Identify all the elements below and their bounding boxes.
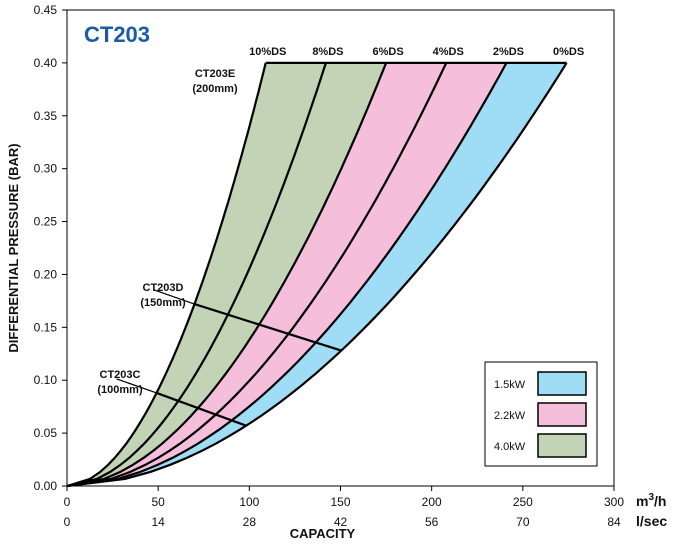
band-2-2kW <box>67 62 507 487</box>
legend: 1.5kW 2.2kW 4.0kW <box>484 361 598 467</box>
chart-title: CT203 <box>84 22 150 47</box>
x2-unit-label: l/sec <box>636 513 667 529</box>
bands-layer <box>67 62 567 487</box>
curve-label: 2%DS <box>493 46 524 58</box>
curve-label: 10%DS <box>249 46 286 58</box>
legend-label: 1.5kW <box>494 379 526 391</box>
y-tick-label: 0.15 <box>34 320 58 334</box>
model-lines-layer <box>116 61 567 427</box>
axes-layer: 0.00 0.05 0.10 0.15 0.20 0.25 0.30 0.35 0.40 0.45… <box>34 3 625 529</box>
x2-tick-label: 28 <box>243 515 257 529</box>
x2-tick-label: 56 <box>425 515 439 529</box>
model-size-CT203D: (150mm) <box>140 297 186 309</box>
x2-tick-label: 42 <box>334 515 348 529</box>
model-label-CT203C: CT203C <box>100 369 141 381</box>
x-tick-label: 100 <box>239 495 259 509</box>
legend-swatch <box>537 371 587 396</box>
legend-swatch <box>537 433 587 458</box>
model-leader-CT203C <box>116 378 157 394</box>
y-tick-label: 0.00 <box>34 479 58 493</box>
model-size-CT203C: (100mm) <box>97 384 143 396</box>
model-size-CT203E: (200mm) <box>192 83 238 95</box>
x-tick-label: 0 <box>64 495 71 509</box>
band-1-5kW <box>67 62 567 487</box>
x-tick-label: 200 <box>422 495 442 509</box>
band-4-0kW <box>67 62 387 487</box>
x-tick-label: 300 <box>604 495 624 509</box>
model-line-CT203C <box>156 391 247 427</box>
x2-tick-label: 70 <box>516 515 530 529</box>
curve-4pctDS <box>66 62 448 488</box>
x-axis-title: CAPACITY <box>290 526 356 541</box>
labels-layer: CT203 m3/h l/sec CAPACITY DIFFERENTIAL PRESS… <box>6 22 667 541</box>
x-unit-label: m3/h <box>636 492 666 509</box>
y-axis-title: DIFFERENTIAL PRESSURE (BAR) <box>6 143 21 352</box>
curve-label: 8%DS <box>312 46 343 58</box>
model-leader-CT203D <box>154 289 195 305</box>
x2-tick-label: 0 <box>64 515 71 529</box>
x2-tick-label: 84 <box>607 515 621 529</box>
curve-label: 0%DS <box>553 46 584 58</box>
y-tick-label: 0.35 <box>34 109 58 123</box>
x-tick-label: 50 <box>151 495 165 509</box>
model-label-CT203D: CT203D <box>143 282 184 294</box>
y-tick-label: 0.30 <box>34 162 58 176</box>
y-tick-label: 0.10 <box>34 373 58 387</box>
curve-label: 6%DS <box>372 46 403 58</box>
x-tick-label: 150 <box>330 495 350 509</box>
y-tick-label: 0.05 <box>34 426 58 440</box>
legend-swatch <box>537 402 587 427</box>
curve-10pctDS <box>66 62 267 488</box>
x-tick-label: 250 <box>513 495 533 509</box>
legend-label: 4.0kW <box>494 441 526 453</box>
legend-label: 2.2kW <box>494 410 526 422</box>
curve-6pctDS <box>66 62 388 488</box>
y-tick-label: 0.40 <box>34 56 58 70</box>
x2-tick-label: 14 <box>151 515 165 529</box>
y-tick-label: 0.25 <box>34 215 58 229</box>
model-line-CT203D <box>194 303 342 352</box>
curves-layer <box>66 62 568 488</box>
curve-0pctDS <box>66 62 568 488</box>
curve-8pctDS <box>66 62 327 488</box>
curve-label: 4%DS <box>433 46 464 58</box>
y-tick-label: 0.20 <box>34 267 58 281</box>
curve-2pctDS <box>66 62 508 488</box>
y-tick-label: 0.45 <box>34 3 58 17</box>
model-label-CT203E: CT203E <box>195 68 235 80</box>
